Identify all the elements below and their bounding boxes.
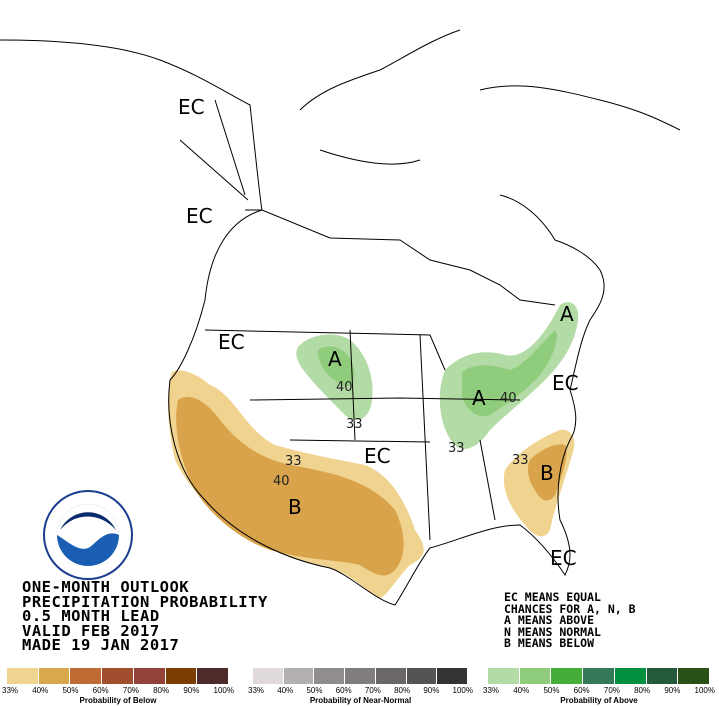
label-a-dakotas: A [328, 347, 342, 371]
legend-swatch [646, 668, 679, 684]
legend-title: Probability of Below [79, 696, 157, 705]
info-line: ONE-MONTH OUTLOOK [22, 578, 190, 596]
legend-tick: 50% [62, 686, 79, 695]
legend-color-bar [253, 668, 469, 684]
label-33-se: 33 [512, 453, 529, 468]
legend-tick: 80% [153, 686, 170, 695]
legend-swatch [133, 668, 166, 684]
legend-tick: 40% [32, 686, 49, 695]
legend-tick: 80% [634, 686, 651, 695]
legend-tick: 60% [92, 686, 109, 695]
legend-swatch [70, 668, 103, 684]
below-40-se-region [527, 444, 567, 501]
legend-tick: 60% [573, 686, 590, 695]
legend-tick: 100% [452, 686, 473, 695]
label-40-dakotas: 40 [336, 380, 353, 395]
legend-title: Probability of Near-Normal [309, 696, 412, 705]
legend-swatch [551, 668, 584, 684]
legend-tick: 70% [364, 686, 381, 695]
legend-tick: 90% [183, 686, 200, 695]
label-40-sw: 40 [273, 474, 290, 489]
legend-tick: 50% [306, 686, 323, 695]
label-ec-ne: EC [552, 371, 579, 395]
legend-swatch [253, 668, 284, 684]
label-40-lakes: 40 [500, 391, 517, 406]
legend-below: 33% 40% 50% 60% 70% 80% 90% 100% Probability of … [2, 668, 234, 706]
legend-tick: 40% [513, 686, 530, 695]
label-ec-pnw: EC [218, 330, 245, 354]
legend-tick: 50% [543, 686, 560, 695]
legend-tick: 90% [664, 686, 681, 695]
boundaries [0, 29, 681, 606]
key-line: A MEANS ABOVE [504, 613, 595, 627]
noaa-logo: NOAA [43, 490, 133, 580]
legend-tick: 100% [213, 686, 234, 695]
key-line: CHANCES FOR A, N, B [504, 601, 636, 616]
key-line: B MEANS BELOW [504, 636, 595, 650]
label-b-sw: B [288, 495, 302, 519]
legend-tick: 33% [248, 686, 265, 695]
legend-near-normal: 33% 40% 50% 60% 70% 80% 90% 100% Probability of … [248, 668, 473, 706]
label-33-ohio: 33 [448, 441, 465, 456]
legend-swatch [102, 668, 134, 684]
legend-tick: 33% [483, 686, 500, 695]
map-labels: EC EC EC A 40 33 EC 33 40 B A 40 A EC 33… [178, 95, 579, 570]
outlook-info: ONE-MONTH OUTLOOK PRECIPITATION PROBABIL… [22, 580, 268, 653]
label-a-ne: A [560, 302, 574, 326]
legend-swatch [583, 668, 615, 684]
info-line: VALID FEB 2017 [22, 621, 160, 640]
label-ec-fl: EC [550, 546, 577, 570]
legend-tick: 60% [335, 686, 352, 695]
legend-swatch [345, 668, 376, 684]
legend-swatch [614, 668, 647, 684]
legend-swatch [488, 668, 520, 684]
legend-swatch [678, 668, 711, 684]
svg-text:NOAA: NOAA [73, 518, 102, 529]
legend-swatch [314, 668, 346, 684]
legend-tick: 70% [122, 686, 139, 695]
legend-swatch [375, 668, 407, 684]
legend-tick: 100% [694, 686, 715, 695]
legend-swatch [437, 668, 469, 684]
key-line: EC MEANS EQUAL [504, 590, 601, 604]
above-40-east-region [462, 330, 557, 417]
map-key: EC MEANS EQUAL CHANCES FOR A, N, B A MEA… [504, 590, 636, 650]
legend-tick: 80% [394, 686, 411, 695]
legend-color-bar [7, 668, 230, 684]
info-line: PRECIPITATION PROBABILITY [22, 592, 268, 611]
legend-swatch [7, 668, 39, 684]
legend-tick: 33% [2, 686, 19, 695]
label-b-se: B [540, 461, 554, 485]
below-40-region [176, 396, 404, 576]
legend-swatch [165, 668, 198, 684]
legend-swatch [197, 668, 230, 684]
legend-swatch [519, 668, 552, 684]
legend-above: 33% 40% 50% 60% 70% 80% 90% 100% Probability of … [483, 668, 715, 706]
label-ec-plains: EC [364, 444, 391, 468]
legend-color-bar [488, 668, 711, 684]
map-canvas: EC EC EC A 40 33 EC 33 40 B A 40 A EC 33… [0, 29, 681, 606]
key-line: N MEANS NORMAL [504, 624, 601, 639]
legend-tick: 90% [423, 686, 440, 695]
label-33-dakotas: 33 [346, 417, 363, 432]
label-ec-bc: EC [186, 204, 213, 228]
legend-swatch [38, 668, 71, 684]
info-line: MADE 19 JAN 2017 [22, 636, 180, 654]
label-a-lakes: A [472, 386, 486, 410]
legend-tick: 70% [603, 686, 620, 695]
above-40-dakotas-region [318, 346, 355, 387]
info-line: 0.5 MONTH LEAD [22, 607, 160, 625]
label-ec-alaska: EC [178, 95, 205, 119]
legend-tick: 40% [277, 686, 294, 695]
legend-swatch [283, 668, 315, 684]
legend-swatch [406, 668, 438, 684]
label-33-sw: 33 [285, 454, 302, 469]
legend-title: Probability of Above [560, 696, 638, 705]
